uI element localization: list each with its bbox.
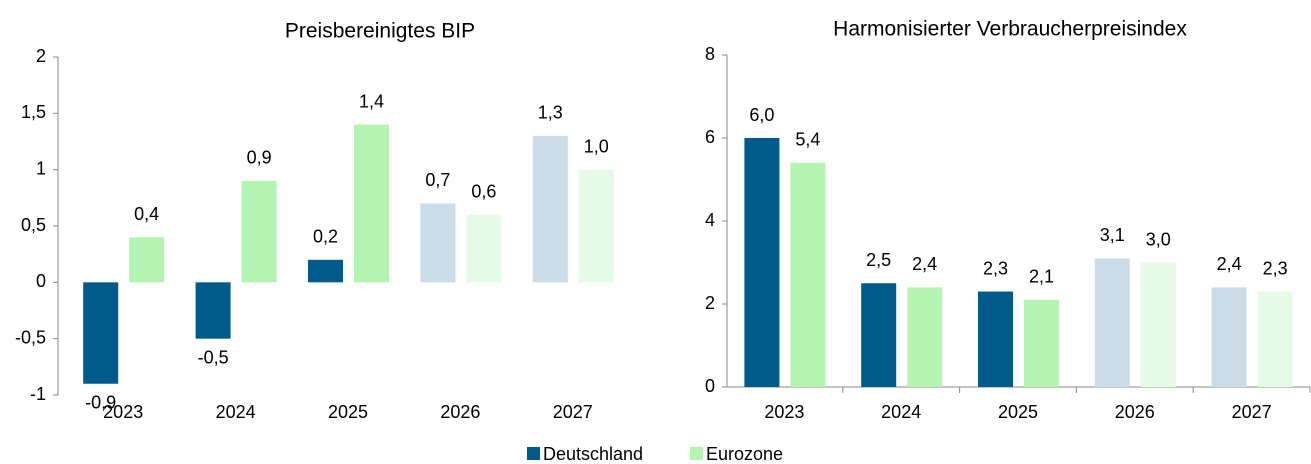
data-label: 2,1 (1029, 267, 1054, 287)
bar (1094, 258, 1130, 387)
y-tick-label: 0,5 (21, 215, 46, 235)
bar (790, 162, 826, 387)
data-label: 2,3 (1263, 258, 1288, 278)
y-tick-label: -1 (30, 384, 46, 404)
legend-label: Eurozone (706, 444, 783, 464)
bar (578, 169, 614, 283)
y-tick-label: 6 (705, 127, 715, 147)
y-tick-label: 8 (705, 44, 715, 64)
bar (354, 124, 389, 283)
x-tick-label: 2025 (998, 402, 1038, 422)
bar (241, 180, 277, 283)
chart-title: Harmonisierter Verbraucherpreisindex (833, 18, 1187, 41)
x-tick-label: 2024 (216, 402, 256, 422)
y-tick-label: -0,5 (15, 327, 46, 347)
bar (978, 291, 1013, 387)
bar (129, 237, 165, 283)
bar (861, 283, 897, 387)
legend-swatch (527, 447, 540, 460)
y-tick-label: 0 (705, 376, 715, 396)
x-tick-label: 2025 (328, 402, 368, 422)
x-tick-label: 2023 (103, 402, 143, 422)
data-label: 2,3 (983, 258, 1008, 278)
bar (420, 203, 456, 283)
legend-swatch (690, 447, 703, 460)
bar (466, 214, 502, 283)
y-tick-label: 1 (36, 158, 46, 178)
y-tick-label: 0 (36, 271, 46, 291)
data-label: -0,5 (198, 347, 229, 367)
data-label: 3,0 (1146, 229, 1171, 249)
x-tick-label: 2026 (440, 402, 480, 422)
data-label: -0,9 (85, 392, 116, 412)
data-label: 3,1 (1100, 225, 1125, 245)
x-tick-label: 2027 (1232, 402, 1272, 422)
bar (907, 287, 943, 387)
data-label: 0,6 (471, 181, 496, 201)
bar (744, 138, 780, 387)
data-label: 5,4 (795, 130, 820, 150)
y-tick-label: 1,5 (21, 102, 46, 122)
bar (308, 259, 343, 283)
y-tick-label: 2 (36, 46, 46, 66)
bar (1211, 287, 1247, 387)
bar (1024, 299, 1059, 387)
bar (195, 282, 231, 339)
data-label: 1,3 (538, 103, 563, 123)
data-label: 0,9 (247, 148, 272, 168)
chart-title: Preisbereinigtes BIP (285, 20, 475, 43)
bar (1140, 262, 1176, 387)
y-tick-label: 2 (705, 293, 715, 313)
bar (1257, 291, 1293, 387)
data-label: 0,4 (134, 204, 159, 224)
x-tick-label: 2023 (764, 402, 804, 422)
bar (532, 135, 568, 283)
data-label: 1,4 (359, 91, 384, 111)
data-label: 2,5 (866, 250, 891, 270)
data-label: 2,4 (1217, 254, 1242, 274)
bar (83, 282, 119, 384)
data-label: 0,7 (425, 170, 450, 190)
data-label: 6,0 (749, 105, 774, 125)
legend-label: Deutschland (543, 444, 643, 464)
data-label: 0,2 (313, 227, 338, 247)
data-label: 1,0 (584, 136, 609, 156)
x-tick-label: 2027 (553, 402, 593, 422)
x-tick-label: 2026 (1115, 402, 1155, 422)
data-label: 2,4 (912, 254, 937, 274)
x-tick-label: 2024 (881, 402, 921, 422)
y-tick-label: 4 (705, 210, 715, 230)
